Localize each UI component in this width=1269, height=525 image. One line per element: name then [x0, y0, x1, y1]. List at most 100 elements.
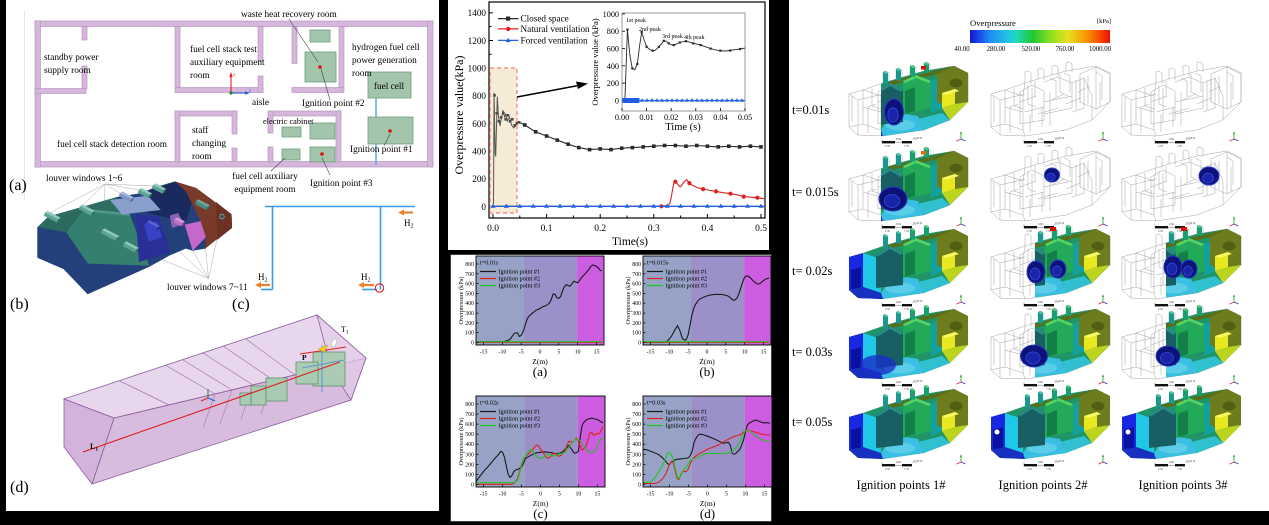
svg-text:T1: T1: [341, 325, 349, 336]
svg-text:room: room: [192, 152, 212, 162]
svg-text:400: 400: [472, 147, 486, 157]
svg-text:800: 800: [632, 402, 641, 408]
svg-text:Time (s): Time (s): [665, 122, 701, 133]
svg-text:100: 100: [632, 472, 641, 478]
svg-text:Overpressure: Overpressure: [970, 18, 1016, 28]
svg-text:Ignition point #3: Ignition point #3: [499, 423, 541, 430]
svg-text:[kPa]: [kPa]: [1097, 18, 1111, 25]
svg-text:L1: L1: [90, 442, 98, 453]
svg-text:600: 600: [465, 282, 474, 288]
svg-text:staff: staff: [192, 125, 209, 136]
svg-text:(a): (a): [533, 364, 547, 379]
svg-text:aisle: aisle: [252, 98, 269, 108]
svg-text:Ignition point #3: Ignition point #3: [499, 283, 541, 290]
svg-text:Ignition point #2: Ignition point #2: [302, 99, 365, 109]
svg-text:Overpressure (kPa): Overpressure (kPa): [625, 277, 632, 325]
svg-text:0: 0: [615, 96, 619, 105]
svg-text:5: 5: [724, 350, 727, 356]
svg-text:0: 0: [539, 350, 542, 356]
svg-text:(d): (d): [10, 479, 29, 496]
svg-text:Ignition point #2: Ignition point #2: [666, 416, 708, 423]
svg-text:hydrogen fuel cell: hydrogen fuel cell: [352, 42, 420, 53]
svg-text:Ignition points 1#: Ignition points 1#: [857, 478, 947, 492]
svg-text:0: 0: [471, 341, 474, 347]
svg-text:Ignition points 3#: Ignition points 3#: [1139, 478, 1229, 492]
svg-text:z: z: [249, 89, 252, 94]
svg-text:Ignition point #1: Ignition point #1: [350, 145, 413, 155]
svg-text:400: 400: [465, 442, 474, 448]
svg-text:400: 400: [632, 301, 641, 307]
svg-text:200: 200: [607, 79, 619, 88]
svg-text:Forced ventilation: Forced ventilation: [521, 36, 589, 46]
svg-text:400: 400: [465, 301, 474, 307]
svg-text:15: 15: [762, 492, 768, 498]
svg-text:t=0.02s: t=0.02s: [480, 400, 499, 407]
svg-text:supply room: supply room: [44, 66, 92, 76]
svg-text:15: 15: [761, 350, 767, 356]
svg-text:Z(m): Z(m): [699, 357, 715, 366]
svg-text:t=0.01s: t=0.01s: [480, 260, 499, 267]
svg-text:fuel cell: fuel cell: [374, 81, 405, 92]
svg-text:0: 0: [706, 492, 709, 498]
svg-text:Closed space: Closed space: [521, 14, 569, 24]
svg-text:0.03: 0.03: [689, 113, 703, 122]
svg-text:-5: -5: [686, 350, 691, 356]
svg-text:1st peak: 1st peak: [626, 18, 646, 24]
svg-text:10: 10: [576, 492, 582, 498]
svg-text:(b): (b): [699, 364, 714, 379]
svg-text:100: 100: [632, 331, 641, 337]
svg-text:Z(m): Z(m): [532, 357, 548, 366]
svg-text:Ignition point #1: Ignition point #1: [666, 269, 708, 276]
svg-text:1000: 1000: [468, 64, 487, 74]
svg-text:10: 10: [575, 350, 581, 356]
svg-text:Z(m): Z(m): [700, 499, 716, 508]
svg-text:600: 600: [607, 45, 619, 54]
svg-text:H2: H2: [361, 272, 371, 284]
svg-text:5: 5: [557, 350, 560, 356]
svg-text:electric cabinet: electric cabinet: [263, 117, 314, 126]
svg-text:-10: -10: [666, 492, 674, 498]
svg-text:Overpressure (kPa): Overpressure (kPa): [458, 277, 465, 325]
svg-text:Ignition points 2#: Ignition points 2#: [999, 478, 1089, 492]
svg-text:Z(m): Z(m): [533, 499, 549, 508]
svg-text:fuel cell stack detection room: fuel cell stack detection room: [57, 139, 168, 150]
svg-text:Ignition point #1: Ignition point #1: [499, 409, 541, 416]
svg-text:600: 600: [472, 119, 486, 129]
svg-text:t= 0.015s: t= 0.015s: [792, 185, 839, 199]
svg-text:changing: changing: [192, 139, 226, 149]
svg-text:Ignition point #3: Ignition point #3: [310, 179, 373, 189]
svg-text:700: 700: [465, 272, 474, 278]
svg-text:800: 800: [465, 402, 474, 408]
svg-text:Ignition point #2: Ignition point #2: [499, 276, 541, 283]
svg-text:1400: 1400: [468, 8, 487, 18]
svg-text:Natural ventilation: Natural ventilation: [521, 24, 591, 34]
svg-text:0: 0: [638, 483, 641, 489]
svg-text:700: 700: [465, 412, 474, 418]
svg-text:standby power: standby power: [44, 53, 99, 63]
svg-text:-10: -10: [666, 350, 674, 356]
svg-text:-10: -10: [499, 350, 507, 356]
svg-text:100: 100: [465, 472, 474, 478]
svg-text:0.0: 0.0: [487, 224, 499, 234]
svg-text:500: 500: [465, 291, 474, 297]
svg-text:300: 300: [465, 311, 474, 317]
svg-text:800: 800: [632, 262, 641, 268]
svg-text:louver windows 7~11: louver windows 7~11: [167, 283, 248, 293]
svg-text:x: x: [233, 73, 236, 78]
svg-text:600: 600: [465, 422, 474, 428]
svg-text:t=0.01s: t=0.01s: [792, 103, 829, 117]
svg-text:-15: -15: [480, 492, 488, 498]
svg-text:200: 200: [472, 174, 486, 184]
svg-text:0: 0: [471, 483, 474, 489]
svg-text:t= 0.02s: t= 0.02s: [792, 264, 833, 278]
svg-text:100: 100: [465, 331, 474, 337]
svg-text:fuel cell auxiliary: fuel cell auxiliary: [232, 171, 298, 182]
svg-text:fuel cell stack test: fuel cell stack test: [190, 44, 257, 55]
svg-text:500: 500: [632, 432, 641, 438]
svg-text:t= 0.03s: t= 0.03s: [792, 345, 833, 359]
svg-text:15: 15: [594, 350, 600, 356]
svg-text:t=0.015s: t=0.015s: [647, 260, 669, 267]
svg-text:10: 10: [742, 350, 748, 356]
svg-text:-15: -15: [647, 350, 655, 356]
svg-text:Ignition point #1: Ignition point #1: [499, 269, 541, 276]
